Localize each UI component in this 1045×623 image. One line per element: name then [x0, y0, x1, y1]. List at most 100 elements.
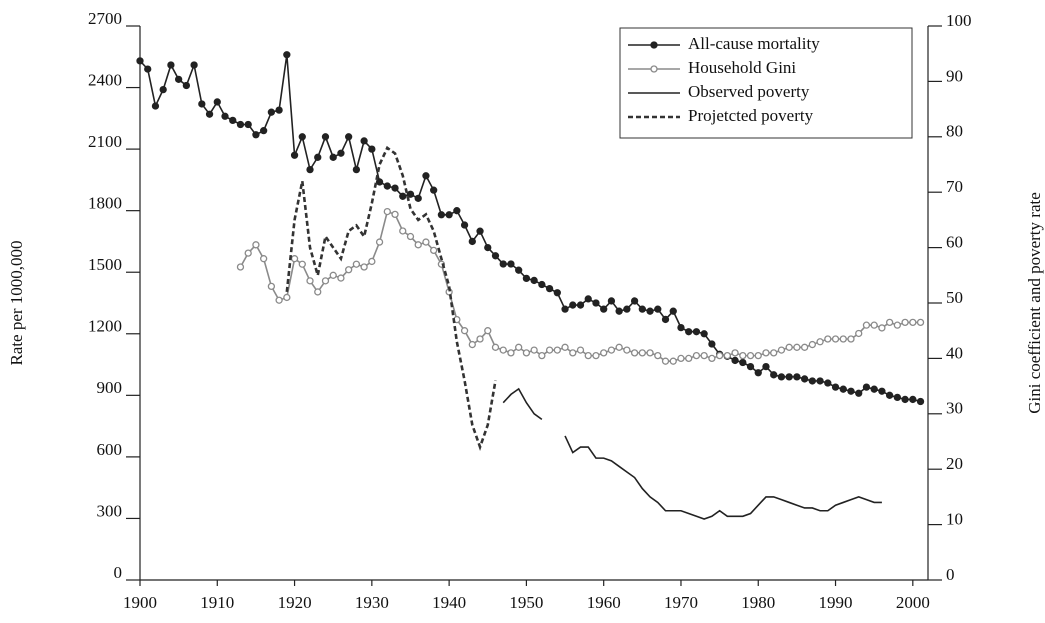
data-point	[847, 335, 855, 343]
data-point	[615, 307, 623, 315]
data-point	[824, 379, 832, 387]
y2-axis-label: Gini coefficient and poverty rate	[1025, 192, 1044, 414]
data-point	[352, 260, 361, 268]
data-point	[275, 296, 283, 304]
data-point	[422, 238, 430, 246]
data-point	[391, 184, 399, 192]
data-point	[468, 237, 476, 246]
data-point	[654, 305, 662, 313]
y-tick-label: 1500	[88, 255, 122, 274]
data-point	[329, 153, 337, 161]
data-point	[824, 335, 832, 343]
data-point	[646, 307, 654, 315]
legend-marker	[650, 65, 658, 73]
data-point	[569, 349, 577, 357]
data-point	[661, 357, 670, 365]
y-tick-label: 2700	[88, 9, 122, 28]
data-point	[314, 153, 322, 161]
x-tick-label: 1920	[278, 593, 312, 612]
data-point	[638, 305, 646, 313]
data-point	[476, 227, 484, 235]
data-point	[530, 346, 538, 354]
data-point	[762, 349, 770, 357]
data-point	[290, 151, 299, 159]
x-tick-label: 1960	[587, 593, 621, 612]
data-point	[244, 120, 252, 129]
data-point	[174, 75, 183, 83]
data-point	[584, 295, 592, 303]
data-point	[522, 349, 531, 357]
x-tick-label: 1990	[819, 593, 853, 612]
data-point	[507, 260, 515, 268]
data-point	[878, 387, 886, 395]
data-point	[368, 145, 376, 153]
data-point	[136, 57, 144, 65]
data-point	[491, 252, 500, 260]
data-point	[901, 318, 909, 327]
data-point	[267, 108, 276, 116]
data-point	[476, 335, 484, 343]
data-point	[623, 305, 631, 313]
y-tick-label: 2100	[88, 132, 122, 151]
legend-label: All-cause mortality	[688, 34, 820, 53]
legend-label: Observed poverty	[688, 82, 810, 101]
x-tick-label: 1950	[509, 593, 543, 612]
data-point	[229, 116, 237, 125]
data-point	[893, 393, 902, 402]
data-point	[831, 335, 840, 343]
data-point	[538, 280, 546, 289]
x-tick-label: 1930	[355, 593, 389, 612]
data-point	[321, 133, 330, 141]
data-point	[770, 349, 778, 357]
data-point	[267, 282, 276, 291]
data-point	[808, 340, 816, 349]
x-tick-label: 1980	[741, 593, 775, 612]
data-point	[692, 351, 701, 360]
data-point	[321, 277, 330, 285]
y-tick-label: 300	[97, 501, 123, 520]
data-point	[816, 377, 824, 385]
legend-label: Household Gini	[688, 58, 796, 77]
y-tick-label: 1800	[88, 194, 122, 213]
y-tick-label: 2400	[88, 70, 122, 89]
y2-tick-label: 0	[946, 565, 955, 584]
data-point	[855, 329, 863, 338]
data-point	[484, 243, 492, 252]
data-point	[252, 241, 260, 249]
data-point	[221, 112, 229, 120]
x-tick-label: 1900	[123, 593, 157, 612]
data-point	[816, 338, 824, 346]
data-point	[430, 186, 438, 194]
data-point	[623, 346, 631, 354]
y2-tick-label: 80	[946, 122, 963, 141]
data-point	[468, 340, 476, 349]
data-point	[909, 318, 917, 327]
y-axis-label: Rate per 1000,000	[7, 240, 26, 365]
data-point	[360, 137, 368, 145]
data-point	[885, 391, 894, 399]
legend-marker	[650, 41, 658, 49]
data-point	[646, 349, 654, 357]
data-point	[406, 232, 415, 241]
data-point	[260, 126, 268, 135]
data-point	[630, 297, 639, 305]
data-point	[708, 340, 716, 348]
data-point	[576, 301, 585, 309]
series-line	[564, 435, 882, 520]
data-point	[855, 389, 863, 397]
data-point	[205, 110, 214, 118]
data-point	[885, 318, 894, 327]
data-point	[198, 100, 206, 108]
data-point	[306, 165, 314, 174]
data-point	[607, 346, 616, 354]
data-point	[561, 343, 569, 351]
data-point	[236, 263, 245, 271]
data-point	[236, 120, 245, 129]
data-point	[360, 263, 368, 271]
data-point	[685, 354, 693, 363]
data-point	[260, 255, 268, 263]
data-point	[839, 385, 847, 393]
data-point	[847, 387, 855, 395]
data-point	[445, 211, 453, 219]
